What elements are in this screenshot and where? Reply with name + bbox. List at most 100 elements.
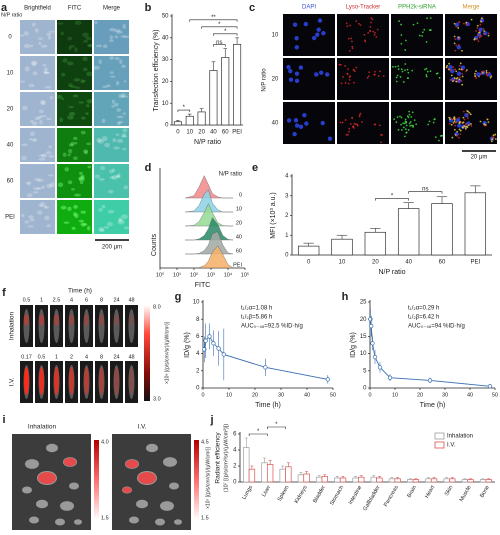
lysosome (380, 133, 382, 136)
panel-label: g (175, 291, 182, 303)
time-label: 6 (85, 297, 88, 303)
sirna (458, 68, 461, 71)
row-label: 40 (272, 121, 279, 127)
cell-texture (74, 47, 78, 53)
lysosome (344, 82, 347, 84)
cell-texture (68, 106, 74, 109)
colorbar-label: 8.0 (153, 304, 161, 310)
lysosome (463, 118, 466, 121)
lysosome (455, 121, 457, 124)
cell-texture (37, 37, 43, 40)
lysosome (454, 38, 457, 41)
sirna (491, 138, 494, 141)
bar (285, 466, 292, 483)
sirna (395, 76, 398, 79)
micrograph (94, 128, 129, 162)
cell-texture (115, 133, 120, 136)
lysosome (449, 69, 452, 72)
significance-label: ** (211, 15, 216, 21)
sirna (407, 71, 410, 74)
sirna (456, 130, 459, 133)
sirna (465, 21, 468, 24)
cell-texture (44, 71, 50, 75)
x-tick-label: 10² (190, 272, 198, 278)
bar (425, 478, 432, 483)
time-label: 8 (100, 354, 103, 360)
sirna (395, 121, 398, 124)
lysosome (359, 24, 362, 26)
y-tick-label: 10 (360, 351, 367, 357)
cell-texture (121, 64, 127, 68)
cell-texture (73, 204, 78, 209)
lysosome (371, 18, 374, 21)
y-tick-label: 2 (233, 464, 237, 470)
cell-texture (63, 221, 70, 224)
cell-texture (108, 39, 114, 43)
cell-texture (109, 169, 114, 174)
legend-swatch (434, 441, 445, 449)
sirna (418, 34, 421, 37)
cell-texture (45, 151, 52, 155)
legend-label: Inhalation (447, 434, 473, 440)
mouse-body (38, 309, 45, 343)
cell-texture (86, 225, 91, 231)
micrograph (337, 14, 389, 56)
y-tick-label: 4 (196, 351, 200, 357)
sirna (395, 80, 398, 83)
signal (24, 367, 29, 395)
sirna (458, 128, 461, 131)
significance-bracket (375, 198, 409, 201)
micrograph (391, 58, 443, 100)
time-label: 1 (55, 354, 58, 360)
cell-texture (101, 118, 106, 124)
nucleus (293, 118, 299, 123)
x-tick-label: 20 (417, 392, 423, 398)
sirna (453, 120, 456, 123)
lysosome (476, 34, 479, 37)
nucleus (320, 120, 325, 126)
sirna (436, 72, 439, 75)
cell-texture (32, 71, 38, 76)
lysosome (487, 32, 490, 35)
cell-texture (47, 174, 54, 177)
data-point (207, 334, 212, 339)
x-tick-label: 0 (307, 260, 311, 266)
sirna (457, 27, 460, 29)
cell-texture (118, 218, 123, 223)
x-tick-label: 40 (304, 392, 310, 398)
cell-texture (38, 157, 46, 161)
cell-texture (67, 206, 72, 211)
time-label: 8 (100, 297, 103, 303)
column-header: PPH2k-siRNA (398, 5, 436, 11)
nucleus (294, 36, 299, 41)
sirna (403, 122, 406, 125)
cell-texture (94, 174, 101, 179)
panel-label: i (2, 414, 5, 426)
sirna (423, 28, 426, 31)
lysosome (454, 49, 457, 52)
lysosome (347, 37, 350, 40)
cell-texture (34, 28, 39, 33)
lysosome (355, 66, 358, 69)
cell-texture (40, 100, 45, 105)
x-tick-label: 30 (442, 392, 448, 398)
data-point (370, 341, 375, 346)
lysosome (347, 134, 349, 136)
cell-texture (25, 181, 32, 185)
cell-texture (102, 85, 108, 89)
cell-texture (120, 135, 128, 138)
lysosome (339, 121, 342, 124)
cell-texture (43, 70, 48, 74)
data-point (369, 323, 374, 329)
cell-texture (93, 65, 100, 70)
data-point (487, 384, 493, 389)
time-label: 4 (85, 354, 88, 360)
sirna (452, 80, 454, 83)
cell-texture (98, 227, 105, 232)
cell-texture (34, 178, 41, 182)
cell-texture (114, 35, 119, 39)
sirna (459, 120, 461, 123)
cell-texture (72, 94, 79, 98)
x-tick-label: Stomach (329, 485, 345, 507)
sirna (453, 128, 456, 131)
